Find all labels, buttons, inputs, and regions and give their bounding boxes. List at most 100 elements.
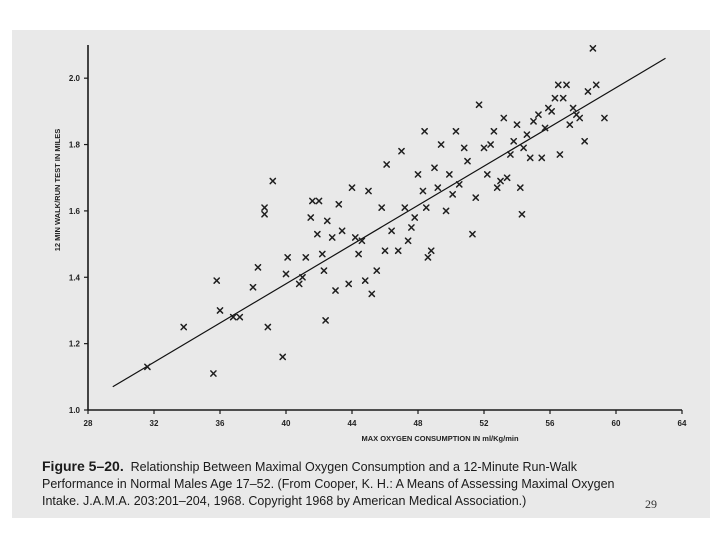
data-point-stroke (503, 174, 511, 182)
data-point-stroke (455, 181, 463, 188)
data-point (548, 108, 555, 115)
data-point (323, 217, 331, 225)
data-point-stroke (469, 230, 476, 238)
data-point (601, 114, 608, 122)
data-point (335, 200, 343, 208)
data-point (338, 227, 346, 235)
data-point-stroke (513, 121, 521, 128)
data-point (345, 280, 353, 288)
data-point (368, 290, 376, 298)
data-point-stroke (361, 277, 369, 284)
data-point-stroke (460, 144, 468, 152)
data-point-stroke (383, 161, 390, 168)
data-point-stroke (538, 154, 546, 162)
data-point-stroke (516, 184, 524, 192)
data-point (449, 190, 456, 198)
data-point-stroke (328, 234, 336, 241)
data-point (483, 171, 491, 178)
data-point (563, 81, 570, 89)
x-tick-label: 44 (348, 419, 357, 428)
data-point-stroke (299, 273, 306, 281)
data-point (144, 363, 151, 371)
data-point-stroke (487, 141, 494, 148)
data-point-stroke (284, 254, 291, 261)
data-point (383, 161, 390, 168)
data-point-stroke (381, 247, 389, 255)
data-point-stroke (500, 114, 508, 122)
data-point-stroke (563, 81, 570, 89)
data-point-stroke (431, 164, 438, 172)
data-point-stroke (279, 353, 287, 361)
y-tick-label: 2.0 (69, 74, 81, 83)
data-point (411, 214, 419, 221)
data-point (254, 263, 262, 271)
caption-line-1: Figure 5–20. Relationship Between Maxima… (42, 458, 720, 476)
data-point-stroke (355, 250, 362, 258)
data-point (518, 210, 526, 218)
x-tick-label: 28 (84, 419, 93, 428)
caption-line-1-text: Relationship Between Maximal Oxygen Cons… (130, 460, 577, 474)
data-point-stroke (545, 104, 552, 112)
page-number: 29 (645, 497, 657, 511)
data-point-stroke (446, 171, 453, 178)
data-point (229, 313, 237, 321)
x-tick-label: 56 (546, 419, 555, 428)
data-point (446, 171, 453, 178)
data-point (469, 230, 476, 238)
data-point (355, 250, 362, 258)
data-point (414, 171, 422, 178)
data-point-stroke (358, 237, 366, 245)
data-point-stroke (472, 194, 480, 201)
data-point-stroke (424, 254, 432, 261)
data-point-stroke (422, 204, 430, 211)
data-point (523, 131, 531, 138)
data-point-stroke (551, 94, 559, 102)
data-point (551, 94, 559, 102)
data-point-stroke (264, 323, 272, 331)
data-point-stroke (351, 234, 359, 241)
data-point (388, 227, 395, 235)
data-point-stroke (507, 151, 514, 158)
figure-caption: Figure 5–20. Relationship Between Maxima… (42, 458, 720, 510)
data-point-stroke (480, 144, 488, 152)
data-point (328, 234, 336, 241)
data-point-stroke (229, 313, 237, 321)
data-point (314, 230, 321, 238)
data-point-stroke (411, 214, 419, 221)
y-axis-title: 12 MIN WALK/RUN TEST IN MILES (53, 129, 62, 252)
data-point (431, 164, 438, 172)
data-point (320, 267, 328, 274)
data-point-stroke (427, 247, 435, 255)
data-point (419, 187, 427, 195)
data-point-stroke (408, 224, 415, 231)
data-point (236, 313, 244, 321)
data-point (442, 207, 450, 215)
y-tick-label: 1.2 (69, 340, 81, 349)
data-point-stroke (464, 157, 471, 165)
data-point (309, 197, 316, 205)
data-point-stroke (318, 250, 326, 258)
data-point-stroke (332, 287, 339, 294)
data-point-stroke (490, 127, 498, 135)
data-point (315, 197, 323, 205)
data-point-stroke (584, 88, 592, 95)
data-point (404, 237, 412, 245)
data-point-stroke (530, 117, 537, 125)
data-point (455, 181, 463, 188)
data-point (249, 283, 257, 291)
data-point-stroke (309, 197, 316, 205)
data-point (401, 204, 409, 211)
data-point (348, 184, 356, 192)
data-point (398, 147, 405, 155)
data-point (464, 157, 471, 165)
data-point (541, 124, 549, 132)
data-point (361, 277, 369, 284)
data-point-stroke (401, 204, 409, 211)
data-point (530, 117, 537, 125)
data-point (264, 323, 272, 331)
data-point (480, 144, 488, 152)
data-point (490, 127, 498, 135)
data-point (299, 273, 306, 281)
